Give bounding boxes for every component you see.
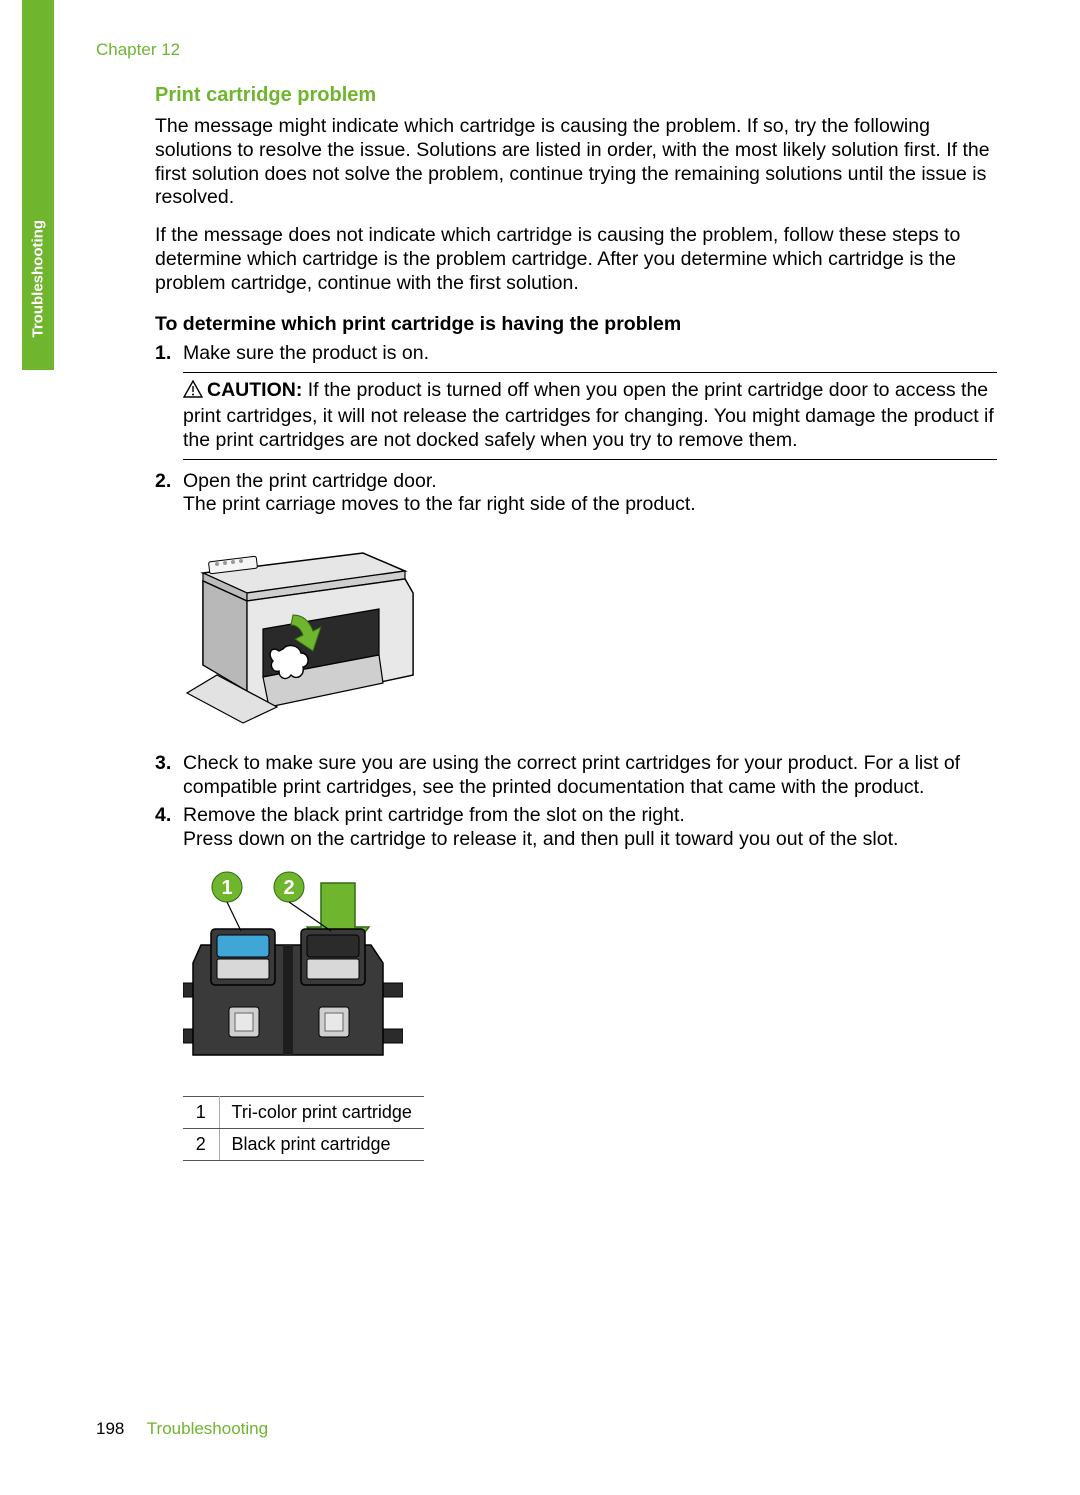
step-number: 2. <box>155 470 183 518</box>
steps-list: 1. Make sure the product is on. CAUTION:… <box>155 342 997 1074</box>
step-text: Make sure the product is on. <box>183 342 997 366</box>
table-row: 2 Black print cartridge <box>183 1129 424 1161</box>
step-2-line-b: The print carriage moves to the far righ… <box>183 493 696 515</box>
table-row: 1 Tri-color print cartridge <box>183 1097 424 1129</box>
step-number: 4. <box>155 804 183 852</box>
page-number: 198 <box>96 1419 124 1438</box>
intro-paragraph-2: If the message does not indicate which c… <box>155 224 997 295</box>
printer-illustration <box>183 535 431 725</box>
caution-box: CAUTION: If the product is turned off wh… <box>183 372 997 459</box>
step-number: 3. <box>155 752 183 800</box>
page-footer: 198 Troubleshooting <box>96 1419 268 1439</box>
caution-label: CAUTION: <box>207 379 302 401</box>
step-4-line-b: Press down on the cartridge to release i… <box>183 828 898 850</box>
page-content: Print cartridge problem The message migh… <box>155 84 997 1161</box>
step-text: Open the print cartridge door. The print… <box>183 470 997 518</box>
cartridges-illustration: 1 2 <box>183 869 403 1069</box>
legend-label: Tri-color print cartridge <box>219 1097 424 1129</box>
caution-icon <box>183 380 203 405</box>
step-4: 4. Remove the black print cartridge from… <box>155 804 997 852</box>
footer-section-name: Troubleshooting <box>147 1419 268 1438</box>
step-2: 2. Open the print cartridge door. The pr… <box>155 470 997 518</box>
legend-table: 1 Tri-color print cartridge 2 Black prin… <box>183 1096 424 1161</box>
intro-paragraph-1: The message might indicate which cartrid… <box>155 115 997 210</box>
side-tab-label: Troubleshooting <box>30 220 47 338</box>
step-4-line-a: Remove the black print cartridge from th… <box>183 804 685 826</box>
step-2-line-a: Open the print cartridge door. <box>183 470 437 492</box>
side-tab: Troubleshooting <box>22 0 54 370</box>
legend-num: 2 <box>183 1129 219 1161</box>
step-text: Check to make sure you are using the cor… <box>183 752 997 800</box>
callout-1: 1 <box>221 877 232 899</box>
step-3: 3. Check to make sure you are using the … <box>155 752 997 800</box>
figure-cartridges: 1 2 <box>183 869 997 1074</box>
step-number: 1. <box>155 342 183 366</box>
step-text: Remove the black print cartridge from th… <box>183 804 997 852</box>
caution-text: If the product is turned off when you op… <box>183 379 994 451</box>
section-title: Print cartridge problem <box>155 84 997 107</box>
legend-label: Black print cartridge <box>219 1129 424 1161</box>
callout-2: 2 <box>283 877 294 899</box>
figure-printer <box>183 535 997 730</box>
chapter-header: Chapter 12 <box>96 40 180 60</box>
step-1: 1. Make sure the product is on. <box>155 342 997 366</box>
legend-num: 1 <box>183 1097 219 1129</box>
sub-heading: To determine which print cartridge is ha… <box>155 313 997 336</box>
